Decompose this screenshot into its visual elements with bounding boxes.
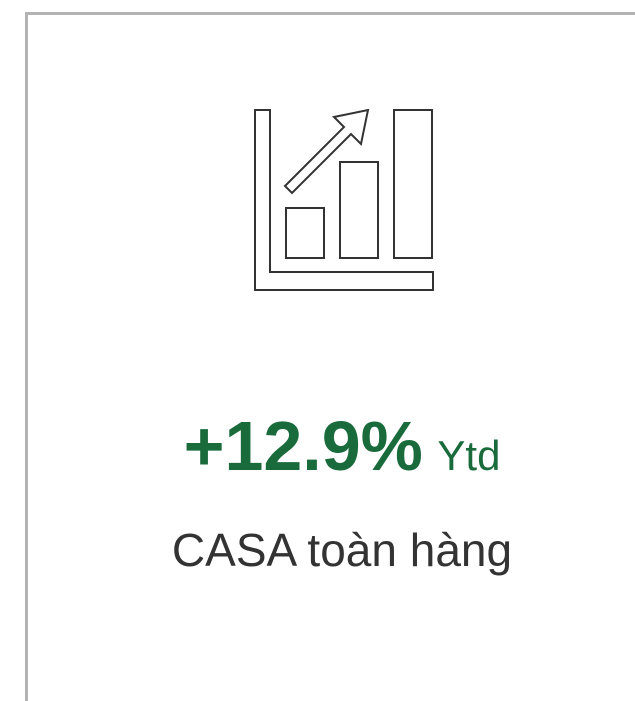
icon-arrow — [283, 108, 370, 195]
metric-period: Ytd — [437, 432, 500, 479]
icon-bar-small — [285, 207, 325, 259]
chart-icon — [254, 108, 434, 291]
metric-line: +12.9% Ytd — [184, 407, 501, 485]
card-border — [25, 12, 635, 701]
metric-label: CASA toàn hàng — [172, 524, 512, 576]
metric-value: +12.9% — [184, 407, 423, 485]
icon-axes — [254, 109, 434, 291]
icon-bar-medium — [339, 161, 379, 259]
icon-bar-tall — [393, 109, 433, 259]
